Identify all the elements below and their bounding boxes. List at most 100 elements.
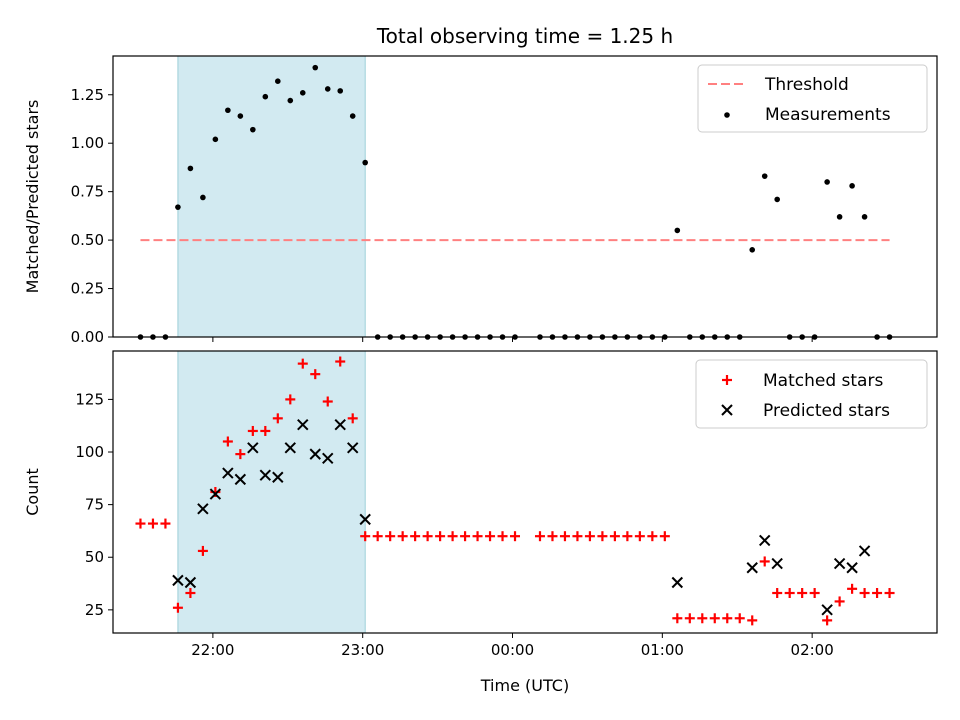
matched-star-point — [772, 588, 783, 599]
cross-stroke — [671, 576, 684, 589]
measurement-point — [175, 204, 181, 210]
x-tick-label: 02:00 — [791, 641, 834, 659]
measurement-point — [262, 93, 269, 100]
x-tick-label: 22:00 — [191, 641, 234, 659]
predicted-star-point — [209, 488, 222, 500]
measurement-point — [287, 97, 294, 104]
predicted-star-point — [671, 576, 684, 589]
y-tick-label: 0.50 — [71, 231, 104, 249]
matched-star-point — [135, 518, 146, 529]
matched-star-point — [759, 556, 770, 567]
matched-legend-marker — [722, 375, 732, 385]
matched-star-point — [747, 615, 758, 626]
cross-stroke — [247, 442, 259, 454]
cross-stroke — [222, 467, 234, 479]
cross-stroke — [184, 576, 197, 589]
ratio-y-axis-label: Matched/Predicted stars — [23, 100, 42, 294]
cross-stroke — [259, 469, 272, 481]
predicted-legend-swatch — [721, 404, 733, 416]
matched-star-point — [722, 613, 733, 624]
measurement-point — [749, 246, 756, 253]
matched-star-point — [497, 531, 508, 542]
cross-stroke — [234, 473, 247, 486]
matched-star-point — [809, 588, 820, 599]
matched-star-point — [847, 583, 858, 594]
cross-stroke — [209, 488, 222, 500]
predicted-star-point — [184, 576, 197, 589]
predicted-star-point — [297, 418, 309, 431]
predicted-star-point — [322, 452, 334, 465]
matched-star-point — [197, 545, 208, 556]
matched-star-point — [822, 615, 833, 626]
y-tick-label: 25 — [85, 601, 104, 619]
predicted-star-point — [197, 503, 209, 515]
matched-star-point — [372, 531, 383, 542]
measurement-point — [275, 78, 281, 84]
x-tick-label: 01:00 — [641, 641, 684, 659]
cross-stroke — [833, 557, 846, 570]
measurement-point — [337, 88, 344, 94]
count-panel: 25 50 75 100 125 22:00 23:00 00:00 01:00 02:00 C… — [23, 350, 938, 695]
matched-legend-label: Matched stars — [763, 371, 883, 391]
predicted-star-point — [284, 442, 296, 454]
predicted-star-point — [247, 442, 259, 454]
y-tick-label: 0.75 — [71, 183, 104, 201]
matched-legend-swatch — [722, 375, 732, 385]
matched-star-point — [235, 449, 246, 460]
measurement-point — [774, 196, 780, 203]
matched-star-point — [734, 613, 745, 624]
predicted-star-point — [833, 557, 846, 570]
matched-star-point — [222, 436, 233, 447]
matched-star-point — [697, 613, 708, 624]
measurements-legend-label: Measurements — [765, 105, 891, 125]
y-tick-label: 1.25 — [71, 86, 104, 104]
count-points — [135, 356, 895, 626]
cross-stroke — [846, 562, 858, 574]
matched-star-point — [485, 531, 496, 542]
count-axes-frame — [112, 350, 938, 634]
cross-stroke — [272, 471, 284, 483]
cross-stroke — [858, 545, 871, 557]
measurement-point — [674, 227, 681, 234]
predicted-star-point — [347, 442, 359, 454]
observing-window-shade — [177, 55, 366, 338]
ratio-y-ticks: 0.00 0.25 0.50 0.75 1.00 1.25 — [71, 86, 113, 346]
predicted-star-point — [334, 418, 346, 431]
cross-stroke — [284, 442, 296, 454]
matched-star-point — [684, 613, 695, 624]
count-x-ticks: 22:00 23:00 00:00 01:00 02:00 — [191, 633, 834, 659]
count-x-axis-label: Time (UTC) — [480, 676, 569, 695]
matched-star-point — [584, 531, 595, 542]
measurement-point — [849, 183, 855, 189]
ratio-axes-frame — [112, 55, 938, 338]
predicted-star-point — [172, 574, 184, 587]
measurement-point — [362, 159, 368, 166]
matched-star-point — [272, 413, 283, 424]
matched-star-point — [285, 394, 296, 405]
matched-star-point — [797, 588, 808, 599]
cross-stroke — [309, 448, 321, 460]
matched-star-point — [872, 588, 883, 599]
matched-star-point — [859, 588, 870, 599]
measurement-point — [349, 113, 356, 119]
matched-star-point — [784, 588, 795, 599]
measurement-point — [237, 113, 244, 119]
ratio-legend: Threshold Measurements — [697, 64, 928, 133]
matched-star-point — [260, 425, 271, 436]
cross-stroke — [197, 503, 209, 515]
matched-star-point — [410, 531, 421, 542]
matched-star-point — [347, 413, 358, 424]
matched-star-point — [597, 531, 608, 542]
cross-stroke — [746, 562, 758, 574]
measurement-point — [861, 214, 868, 220]
matched-star-point — [160, 518, 171, 529]
x-tick-label: 00:00 — [491, 641, 534, 659]
measurement-point — [200, 194, 206, 201]
matched-star-point — [834, 596, 845, 607]
cross-stroke — [759, 534, 771, 547]
measurement-point — [212, 136, 219, 143]
measurement-point — [836, 214, 843, 220]
predicted-star-point — [309, 448, 321, 460]
predicted-star-point — [846, 562, 858, 574]
